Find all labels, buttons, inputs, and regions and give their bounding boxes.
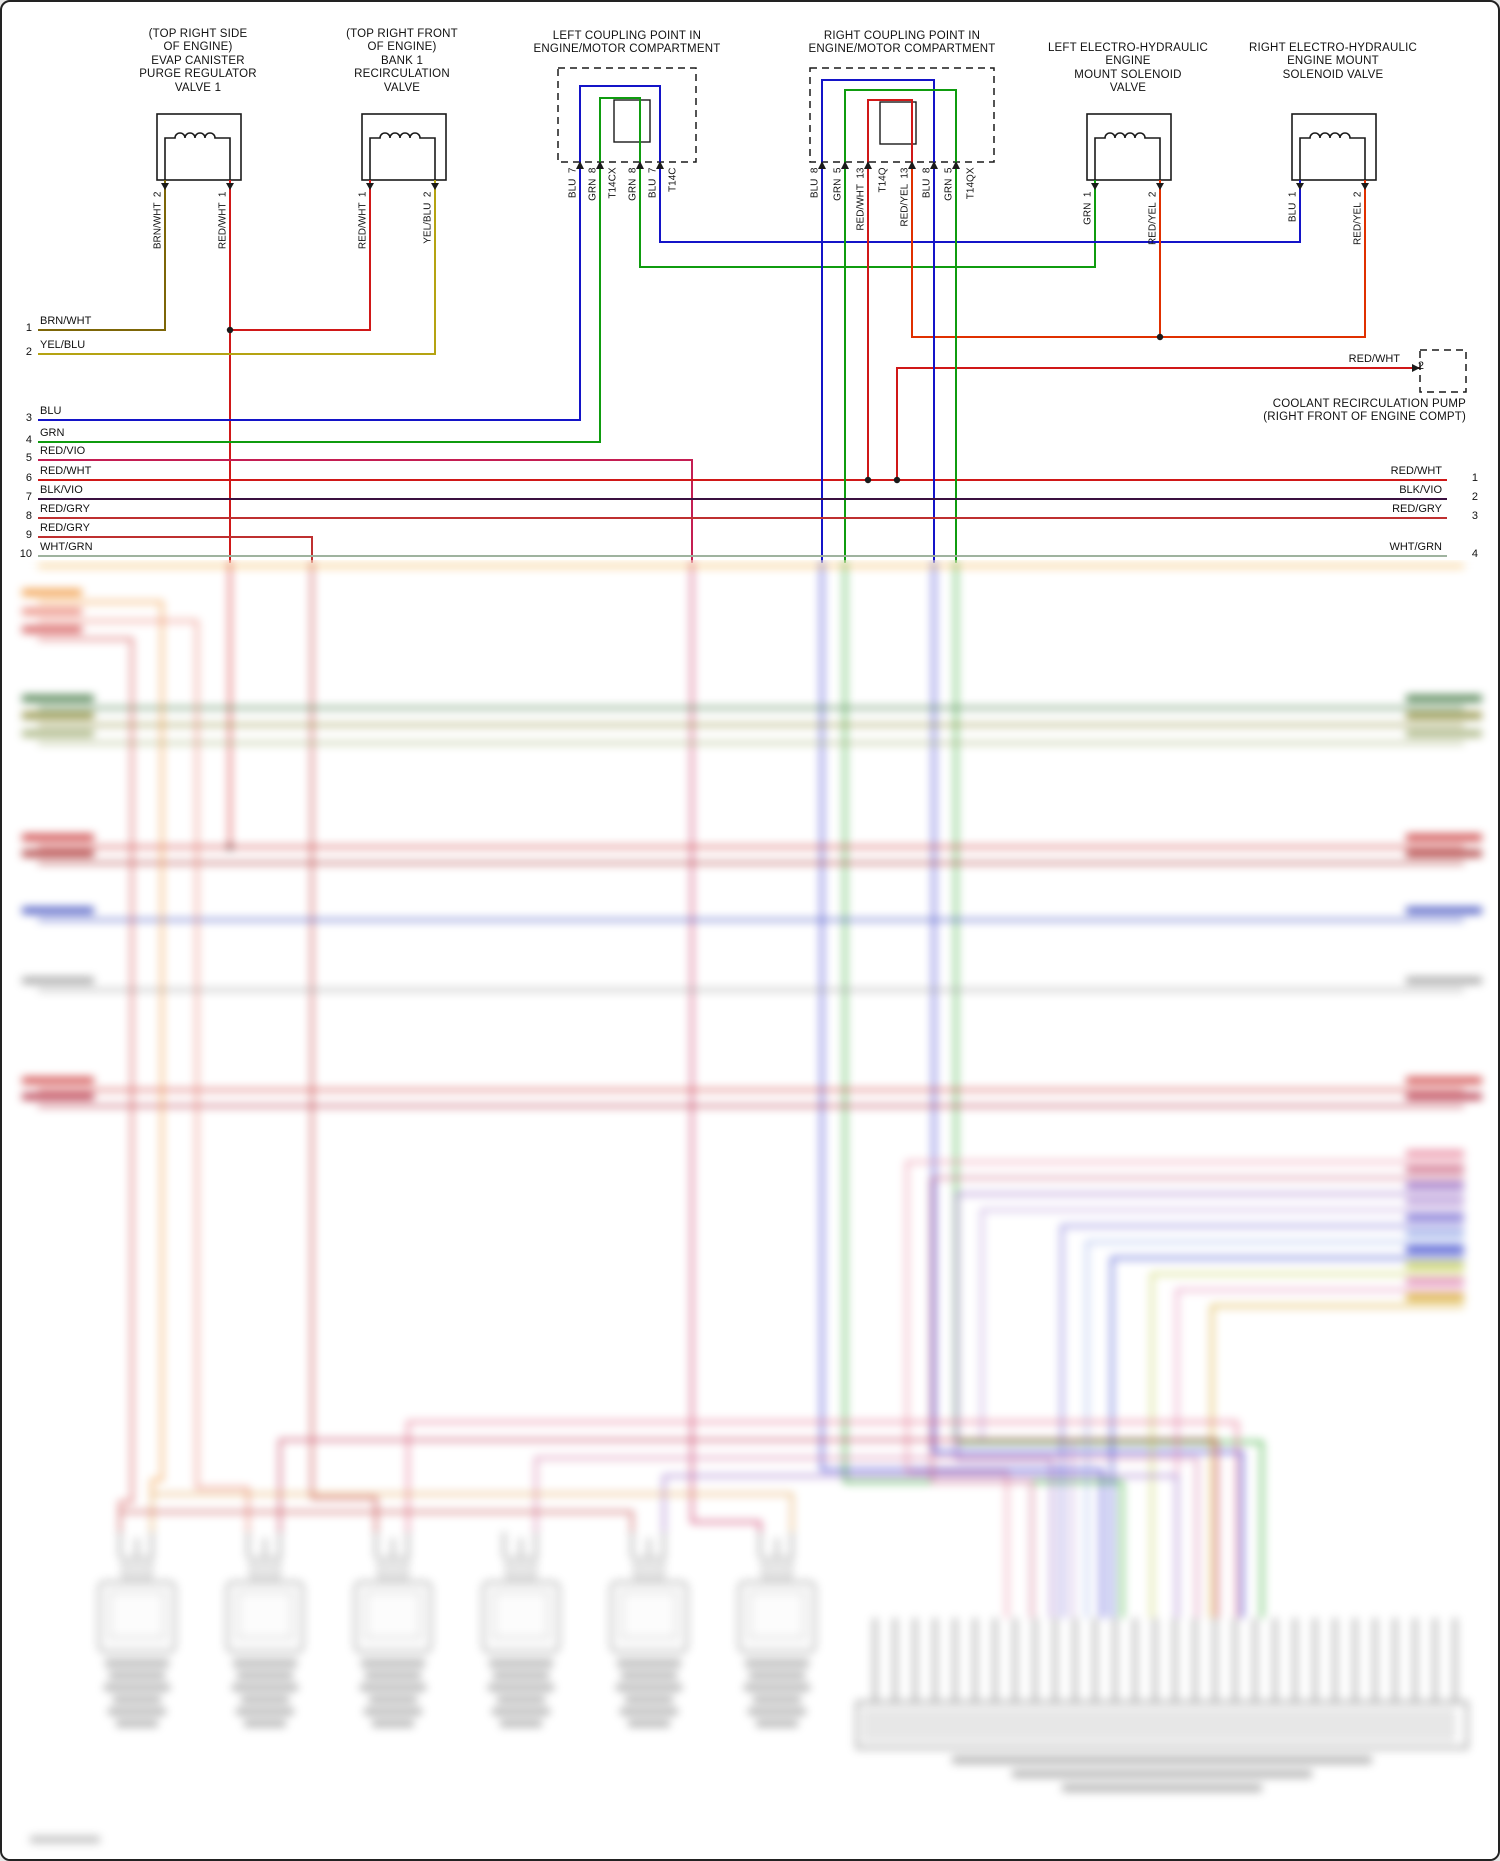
wire-grn-track4 bbox=[38, 162, 601, 443]
connector-label: T14QX bbox=[965, 167, 977, 200]
pin-label: RED/YEL 2 bbox=[1147, 191, 1159, 246]
pin-label: GRN 1 bbox=[1082, 191, 1094, 225]
wire-color-label: RED/VIO bbox=[40, 445, 86, 457]
track-number: 5 bbox=[25, 452, 32, 464]
track-number: 1 bbox=[1471, 472, 1478, 484]
wire-color-label: BLU bbox=[40, 405, 62, 417]
track-number: 2 bbox=[1471, 491, 1478, 503]
pin-label: RED/WHT 13 bbox=[855, 167, 867, 231]
pin-label: BLU 7 bbox=[567, 167, 579, 199]
wire-color-label: BRN/WHT bbox=[40, 315, 92, 327]
pin-label: RED/YEL 2 bbox=[1352, 191, 1364, 246]
pin-label: RED/WHT 1 bbox=[357, 191, 369, 250]
track-number: 4 bbox=[1471, 548, 1478, 560]
track-number: 4 bbox=[25, 434, 32, 446]
track-number: 2 bbox=[25, 346, 32, 358]
blurred-control-module bbox=[30, 1618, 1468, 1843]
wire-color-label: RED/WHT bbox=[40, 465, 92, 477]
bridge-blu-t14q bbox=[821, 79, 935, 162]
wire-yel-blu bbox=[38, 180, 436, 355]
wire-color-label: RED/GRY bbox=[40, 522, 90, 534]
blurred-label-smudges bbox=[22, 589, 1482, 1301]
coolant-pump-box bbox=[1419, 349, 1467, 393]
track-number: 8 bbox=[25, 510, 32, 522]
pin-label: BRN/WHT 2 bbox=[152, 191, 164, 250]
track-number: 3 bbox=[25, 412, 32, 424]
wire-red-wht-pump bbox=[896, 367, 1420, 480]
wire-color-label: RED/GRY bbox=[40, 503, 90, 515]
wire-color-label: RED/GRY bbox=[1392, 503, 1442, 515]
pin-label: GRN 5 bbox=[943, 167, 955, 201]
left-mount-caption: LEFT ELECTRO-HYDRAULIC ENGINE MOUNT SOLE… bbox=[1047, 42, 1209, 95]
wire-color-label: WHT/GRN bbox=[40, 541, 93, 553]
wire-color-label: BLK/VIO bbox=[1399, 484, 1442, 496]
wire-color-label: YEL/BLU bbox=[40, 339, 86, 351]
wire-color-label: RED/WHT bbox=[1348, 353, 1400, 365]
pin-label: YEL/BLU 2 bbox=[422, 191, 434, 244]
wire-color-label: GRN bbox=[40, 427, 65, 439]
wire-red-vio bbox=[38, 459, 693, 563]
bridge-grn-t14q bbox=[844, 89, 957, 162]
pin-label: BLU 8 bbox=[921, 167, 933, 199]
wire-red-gry-b bbox=[38, 536, 313, 563]
right-mount-caption: RIGHT ELECTRO-HYDRAULIC ENGINE MOUNT SOL… bbox=[1249, 42, 1417, 81]
w-blu-right-mount bbox=[659, 162, 1301, 243]
labels-layer: (TOP RIGHT SIDE OF ENGINE) EVAP CANISTER… bbox=[2, 2, 1498, 562]
bridge-red-t14q bbox=[867, 99, 913, 162]
component-symbols bbox=[156, 67, 1467, 393]
left-coupling-box bbox=[557, 67, 697, 163]
connector-label: T14CX bbox=[607, 167, 619, 199]
track-number: 3 bbox=[1471, 510, 1478, 522]
pin-label: RED/WHT 1 bbox=[217, 191, 229, 250]
track-number: 6 bbox=[25, 472, 32, 484]
connector-label: T14C bbox=[667, 167, 679, 192]
recirc-valve-caption: (TOP RIGHT FRONT OF ENGINE) BANK 1 RECIR… bbox=[346, 28, 458, 94]
pin-label: BLU 7 bbox=[647, 167, 659, 199]
track-number: 7 bbox=[25, 491, 32, 503]
wire-red-wht-recirc bbox=[230, 180, 371, 331]
wire-blu-track3 bbox=[38, 162, 581, 421]
pin-label: BLU 1 bbox=[1287, 191, 1299, 223]
left-coupling-caption: LEFT COUPLING POINT IN ENGINE/MOTOR COMP… bbox=[533, 30, 721, 56]
bridge-blu-t14c bbox=[579, 85, 661, 162]
wire-brn-wht bbox=[38, 180, 166, 331]
terminal-arrow-icons bbox=[161, 161, 1420, 372]
pin-number: 2 bbox=[1417, 360, 1424, 372]
right-coupling-caption: RIGHT COUPLING POINT IN ENGINE/MOTOR COM… bbox=[808, 30, 996, 56]
blurred-region bbox=[2, 560, 1498, 1859]
wire-color-label: BLK/VIO bbox=[40, 484, 83, 496]
connector-label: T14Q bbox=[877, 167, 889, 193]
track-number: 10 bbox=[19, 548, 32, 560]
wires bbox=[38, 79, 1447, 563]
junction-dots bbox=[226, 326, 1164, 484]
evap-valve-caption: (TOP RIGHT SIDE OF ENGINE) EVAP CANISTER… bbox=[139, 28, 257, 94]
wire-red-yel-common bbox=[911, 162, 1366, 338]
pin-label: RED/YEL 13 bbox=[899, 167, 911, 227]
coolant-pump-caption: COOLANT RECIRCULATION PUMP (RIGHT FRONT … bbox=[1263, 398, 1466, 424]
track-number: 9 bbox=[25, 529, 32, 541]
pin-label: GRN 8 bbox=[627, 167, 639, 201]
bridge-grn-t14c bbox=[599, 97, 641, 162]
wire-color-label: WHT/GRN bbox=[1389, 541, 1442, 553]
track-number: 1 bbox=[25, 322, 32, 334]
blurred-content bbox=[2, 560, 1498, 1859]
t14c-connector-symbol bbox=[613, 99, 651, 143]
wire-color-label: RED/WHT bbox=[1390, 465, 1442, 477]
pin-label: BLU 8 bbox=[809, 167, 821, 199]
pin-label: GRN 8 bbox=[587, 167, 599, 201]
t14q-connector-symbol bbox=[879, 101, 917, 145]
right-coupling-box bbox=[809, 67, 995, 163]
pin-label: GRN 5 bbox=[832, 167, 844, 201]
